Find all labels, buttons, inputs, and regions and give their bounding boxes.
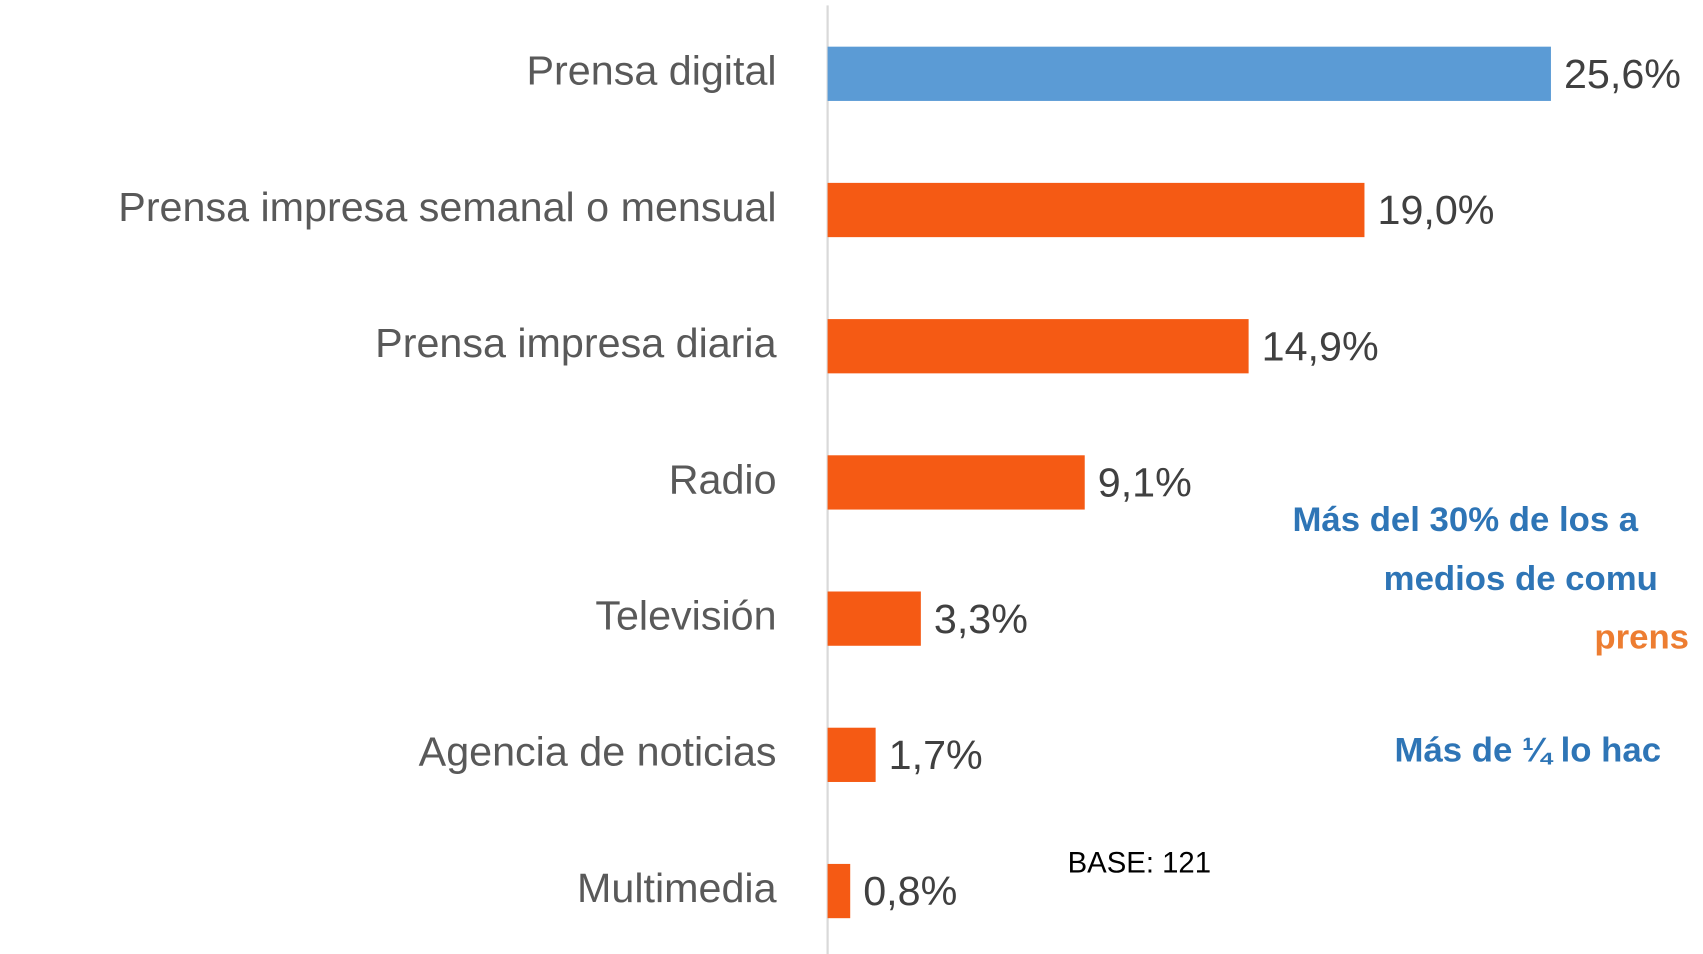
bar bbox=[827, 591, 921, 646]
category-label: Agencia de noticias bbox=[419, 729, 777, 775]
bar bbox=[827, 46, 1551, 101]
category-label: Prensa impresa diaria bbox=[375, 320, 776, 366]
bar bbox=[827, 863, 851, 919]
annotation: Más del 30% de los a bbox=[1292, 501, 1638, 539]
bar bbox=[827, 182, 1365, 238]
value-label: 25,6% bbox=[1564, 51, 1681, 97]
value-label: 0,8% bbox=[863, 868, 957, 914]
bar bbox=[827, 319, 1249, 374]
category-label: Multimedia bbox=[577, 865, 777, 911]
bar bbox=[827, 455, 1085, 510]
bar bbox=[827, 727, 876, 782]
annotation: prens bbox=[1594, 618, 1689, 656]
base-note: BASE: 121 bbox=[1068, 847, 1211, 880]
category-label: Radio bbox=[669, 456, 777, 502]
category-label: Televisión bbox=[595, 593, 776, 639]
value-label: 14,9% bbox=[1262, 323, 1379, 369]
category-label: Prensa digital bbox=[527, 48, 777, 94]
value-label: 3,3% bbox=[934, 596, 1028, 642]
value-label: 19,0% bbox=[1377, 187, 1494, 233]
value-label: 9,1% bbox=[1098, 460, 1192, 506]
value-label: 1,7% bbox=[889, 732, 983, 778]
annotation: Más de ¼ lo hac bbox=[1395, 731, 1662, 769]
annotation: medios de comu bbox=[1384, 560, 1658, 598]
category-label: Prensa impresa semanal o mensual bbox=[118, 184, 776, 230]
